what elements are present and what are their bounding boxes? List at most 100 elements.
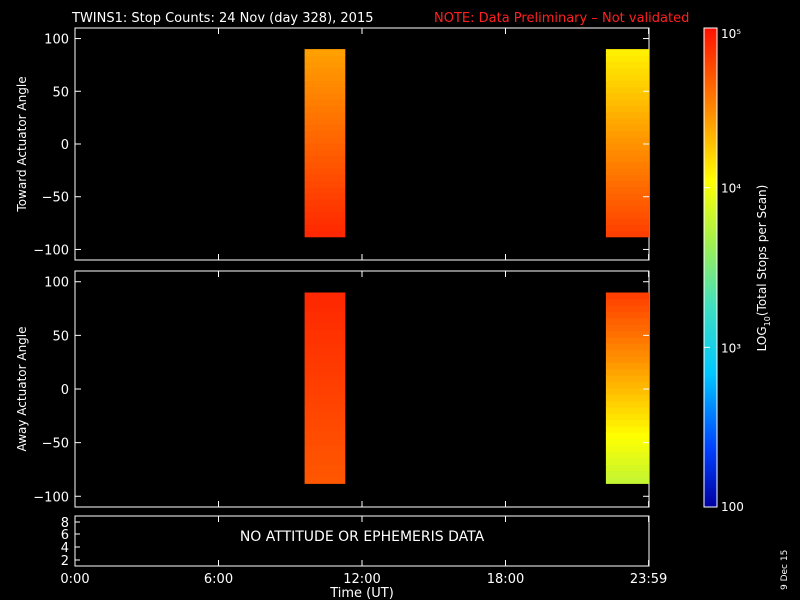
heatmap-cell — [605, 149, 649, 156]
heatmap-cell — [605, 292, 649, 300]
heatmap-cell — [304, 381, 346, 389]
panel-away-yaxis: 100 50 0 −50 −100 — [33, 276, 649, 505]
ytick-label: 4 — [61, 541, 69, 556]
heatmap-cell — [304, 317, 346, 325]
xtick-label: 23:59 — [630, 572, 667, 587]
colorbar-ticks: 100 10³ 10⁴ 10⁵ — [704, 27, 744, 514]
heatmap-cell — [304, 80, 346, 88]
heatmap-cell — [605, 324, 649, 332]
heatmap-cell — [304, 168, 346, 175]
heatmap-cell — [304, 419, 346, 427]
panel-toward-frame — [74, 27, 650, 261]
heatmap-cell — [304, 451, 346, 459]
heatmap-cell — [304, 337, 346, 344]
chart-title: TWINS1: Stop Counts: 24 Nov (day 328), 2… — [71, 11, 374, 26]
panel-toward-data — [304, 49, 649, 238]
heatmap-cell — [304, 362, 346, 370]
heatmap-cell — [304, 55, 346, 63]
heatmap-cell — [304, 142, 346, 150]
heatmap-cell — [304, 305, 346, 313]
heatmap-cell — [304, 186, 346, 194]
heatmap-cell — [605, 230, 649, 238]
heatmap-cell — [304, 413, 346, 421]
heatmap-cell — [605, 224, 649, 232]
panel-toward-yaxis: 100 50 0 −50 −100 — [33, 33, 649, 258]
heatmap-cell — [605, 375, 649, 383]
heatmap-cell — [304, 438, 346, 446]
heatmap-cell — [605, 311, 649, 319]
heatmap-cell — [605, 451, 649, 459]
heatmap-cell — [304, 218, 346, 225]
heatmap-cell — [605, 142, 649, 150]
colorbar-tick-label: 10⁴ — [721, 182, 741, 196]
heatmap-cell — [304, 292, 346, 300]
heatmap-cell — [605, 464, 649, 472]
heatmap-cell — [304, 330, 346, 338]
heatmap-cell — [605, 136, 649, 144]
heatmap-cell — [605, 168, 649, 175]
ytick-label: 100 — [44, 276, 69, 291]
xtick-label: 6:00 — [204, 572, 233, 587]
ytick-label: 50 — [52, 85, 69, 100]
heatmap-cell — [605, 349, 649, 357]
heatmap-cell — [605, 105, 649, 113]
heatmap-cell — [605, 407, 649, 414]
heatmap-cell — [304, 205, 346, 213]
heatmap-cell — [605, 477, 649, 484]
heatmap-cell — [304, 105, 346, 113]
colorbar-tick-label: 10³ — [721, 341, 741, 355]
heatmap-cell — [605, 445, 649, 453]
heatmap-cell — [304, 67, 346, 75]
panel-away-frame — [74, 270, 650, 508]
heatmap-cell — [605, 457, 649, 465]
heatmap-cell — [304, 400, 346, 408]
heatmap-cell — [605, 419, 649, 427]
heatmap-cell — [605, 74, 649, 81]
heatmap-cell — [605, 186, 649, 194]
preliminary-note: NOTE: Data Preliminary – Not validated — [434, 11, 689, 26]
ytick-label: −50 — [42, 191, 69, 206]
heatmap-cell — [605, 387, 649, 395]
heatmap-cell — [605, 80, 649, 88]
heatmap-cell — [605, 130, 649, 138]
ytick-label: −100 — [33, 490, 69, 505]
heatmap-cell — [605, 174, 649, 181]
ytick-label: 2 — [61, 554, 69, 569]
heatmap-cell — [605, 155, 649, 163]
heatmap-cell — [605, 86, 649, 94]
heatmap-cell — [605, 426, 649, 433]
colorbar-label: LOG10(Total Stops per Scan) — [755, 185, 772, 352]
heatmap-cell — [304, 464, 346, 472]
heatmap-cell — [605, 438, 649, 446]
ytick-label: 8 — [61, 516, 69, 531]
ytick-label: 50 — [52, 329, 69, 344]
time-axis: 0:00 6:00 12:00 18:00 23:59 — [60, 28, 667, 587]
heatmap-cell — [605, 211, 649, 219]
xtick-label: 18:00 — [487, 572, 524, 587]
heatmap-cell — [605, 305, 649, 313]
heatmap-cell — [304, 470, 346, 478]
heatmap-cell — [304, 211, 346, 219]
heatmap-cell — [304, 224, 346, 232]
colorbar-tick-label: 100 — [721, 500, 744, 514]
heatmap-cell — [605, 330, 649, 338]
heatmap-cell — [304, 111, 346, 119]
heatmap-cell — [304, 477, 346, 484]
heatmap-cell — [304, 230, 346, 238]
heatmap-cell — [605, 218, 649, 225]
ytick-label: 0 — [61, 383, 69, 398]
heatmap-cell — [304, 343, 346, 351]
heatmap-cell — [605, 111, 649, 119]
heatmap-cell — [304, 375, 346, 383]
heatmap-cell — [304, 86, 346, 94]
heatmap-cell — [304, 155, 346, 163]
heatmap-cell — [304, 407, 346, 414]
ytick-label: 0 — [61, 138, 69, 153]
heatmap-cell — [605, 298, 649, 306]
heatmap-cell — [304, 149, 346, 156]
heatmap-cell — [304, 49, 346, 56]
heatmap-cell — [304, 136, 346, 144]
colorbar — [703, 27, 718, 508]
heatmap-cell — [304, 92, 346, 100]
heatmap-cell — [304, 387, 346, 395]
